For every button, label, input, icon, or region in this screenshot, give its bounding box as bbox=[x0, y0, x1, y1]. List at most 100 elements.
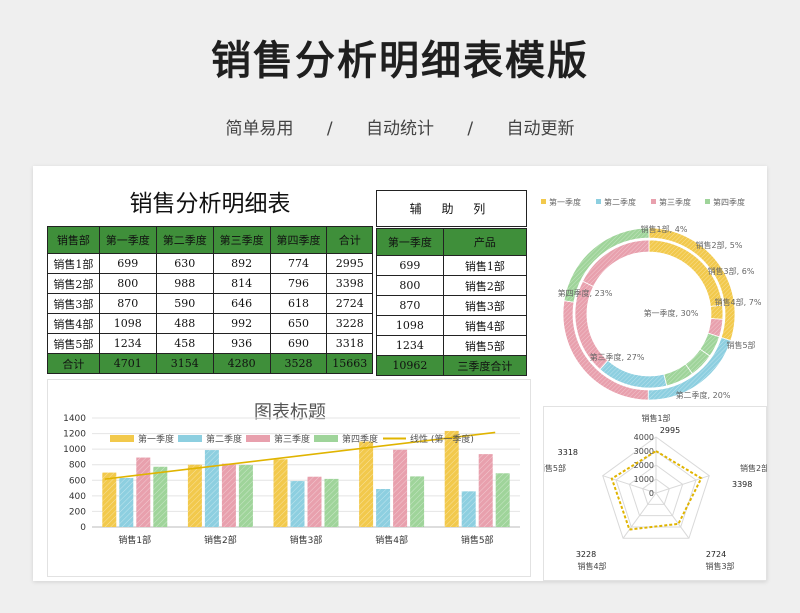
bar bbox=[153, 466, 168, 527]
table-cell: 销售5部 bbox=[442, 335, 528, 356]
hero-title: 销售分析明细表模版 bbox=[211, 38, 589, 84]
legend-swatch bbox=[246, 435, 270, 442]
table-cell: 618 bbox=[269, 293, 328, 314]
total-cell: 4701 bbox=[98, 353, 157, 374]
table-cell: 796 bbox=[269, 273, 328, 294]
doughnut-data-label: 销售3部, 6% bbox=[708, 266, 755, 276]
tag-separator: / bbox=[326, 119, 333, 139]
bar bbox=[290, 481, 305, 527]
table-cell: 892 bbox=[212, 253, 271, 274]
doughnut-data-label: 销售4部, 7% bbox=[715, 297, 762, 307]
doughnut-inner-slice bbox=[710, 304, 724, 320]
table-cell: 销售1部 bbox=[442, 255, 528, 276]
total-cell: 三季度合计 bbox=[442, 355, 528, 376]
radar-tick-label: 4000 bbox=[634, 433, 654, 442]
table-cell: 销售2部 bbox=[442, 275, 528, 296]
header-cell: 第三季度 bbox=[212, 226, 271, 254]
aux-header-cell: 第一季度 bbox=[376, 228, 444, 256]
tag-auto-stat: 自动统计 bbox=[366, 119, 434, 139]
bar-chart-title: 图表标题 bbox=[254, 402, 326, 423]
radar-category-label: 销售2部 bbox=[740, 463, 767, 473]
table-row: 销售4部 1098 488 992 650 3228 bbox=[47, 313, 373, 334]
doughnut-inner-slice bbox=[582, 239, 650, 288]
table-row: 销售5部 1234 458 936 690 3318 bbox=[47, 333, 373, 354]
radar-spoke bbox=[622, 492, 657, 539]
radar-value-label: 2724 bbox=[706, 550, 726, 559]
header-cell: 销售部 bbox=[47, 226, 100, 254]
legend-label: 第一季度 bbox=[138, 433, 174, 445]
aux-table: 辅 助 列 第一季度 产品 699 销售1部 800 销售2部 870 销售3部 1098 销… bbox=[376, 190, 528, 376]
total-cell: 15663 bbox=[326, 353, 373, 374]
bar bbox=[273, 459, 288, 527]
radar-series bbox=[610, 449, 703, 531]
doughnut-data-label: 销售5部 bbox=[726, 340, 755, 350]
radar-category-label: 销售3部 bbox=[705, 561, 734, 571]
total-row: 合计 4701 3154 4280 3528 15663 bbox=[47, 353, 373, 374]
table-cell: 800 bbox=[98, 273, 157, 294]
aux-row: 800 销售2部 bbox=[376, 275, 528, 296]
y-tick-label: 200 bbox=[69, 507, 86, 517]
doughnut-data-label: 第三季度, 27% bbox=[590, 352, 645, 362]
radar-value-label: 3398 bbox=[732, 480, 752, 489]
bar bbox=[324, 478, 339, 527]
header-cell: 第二季度 bbox=[155, 226, 214, 254]
legend-label: 第三季度 bbox=[274, 433, 310, 445]
radar-category-label: 销售4部 bbox=[577, 561, 606, 571]
bar bbox=[495, 473, 510, 527]
radar-value-label: 3318 bbox=[558, 448, 578, 457]
aux-row: 1098 销售4部 bbox=[376, 315, 528, 336]
total-row: 10962 三季度合计 bbox=[376, 355, 528, 376]
bar bbox=[136, 457, 151, 527]
table-cell: 销售3部 bbox=[47, 293, 100, 314]
header-cell: 第一季度 bbox=[98, 226, 157, 254]
table-cell: 3398 bbox=[326, 273, 373, 294]
table-cell: 销售2部 bbox=[47, 273, 100, 294]
doughnut-data-label: 销售2部, 5% bbox=[696, 240, 743, 250]
bar bbox=[204, 450, 219, 527]
header-cell: 第四季度 bbox=[269, 226, 328, 254]
radar-tick-label: 1000 bbox=[634, 475, 654, 484]
aux-title: 辅 助 列 bbox=[376, 190, 527, 227]
aux-header-cell: 产品 bbox=[442, 228, 528, 256]
table-cell: 销售3部 bbox=[442, 295, 528, 316]
legend-label: 第二季度 bbox=[604, 197, 636, 207]
aux-row: 870 销售3部 bbox=[376, 295, 528, 316]
table-row: 销售3部 870 590 646 618 2724 bbox=[47, 293, 373, 314]
bar bbox=[119, 477, 134, 527]
legend-swatch bbox=[110, 435, 134, 442]
total-cell: 3154 bbox=[155, 353, 214, 374]
y-tick-label: 800 bbox=[69, 461, 86, 471]
bar bbox=[359, 441, 374, 527]
radar-chart-panel: 0 1000 2000 3000 4000 销售1部 2995 销售2部 3398 销售3部 272… bbox=[537, 406, 767, 581]
table-cell: 销售1部 bbox=[47, 253, 100, 274]
legend-swatch bbox=[178, 435, 202, 442]
bar bbox=[187, 464, 202, 527]
table-cell: 936 bbox=[212, 333, 271, 354]
x-tick-label: 销售3部 bbox=[290, 534, 323, 546]
bar bbox=[221, 463, 236, 527]
aux-row: 1234 销售5部 bbox=[376, 335, 528, 356]
aux-row: 699 销售1部 bbox=[376, 255, 528, 276]
table-cell: 458 bbox=[155, 333, 214, 354]
table-cell: 699 bbox=[98, 253, 157, 274]
table-cell: 870 bbox=[98, 293, 157, 314]
table-cell: 3318 bbox=[326, 333, 373, 354]
bar bbox=[444, 430, 459, 527]
legend-label: 第三季度 bbox=[659, 197, 691, 207]
y-tick-label: 1000 bbox=[63, 445, 86, 455]
doughnut-data-label: 销售1部, 4% bbox=[641, 224, 688, 234]
bar-chart-panel: 图表标题 0 200 400 600 800 1000 1200 1400 销售1部 销售2部 销售3… bbox=[47, 379, 531, 577]
table-cell: 690 bbox=[269, 333, 328, 354]
radar-category-label: 销售1部 bbox=[641, 413, 670, 423]
table-cell: 1234 bbox=[376, 335, 444, 356]
table-row: 销售1部 699 630 892 774 2995 bbox=[47, 253, 373, 274]
doughnut-data-label: 第一季度, 30% bbox=[644, 308, 699, 318]
table-header-row: 销售部 第一季度 第二季度 第三季度 第四季度 合计 bbox=[47, 226, 373, 254]
x-tick-label: 销售4部 bbox=[375, 534, 408, 546]
bar bbox=[461, 491, 476, 527]
tag-auto-update: 自动更新 bbox=[506, 119, 575, 139]
radar-grid bbox=[628, 464, 684, 517]
trendline bbox=[104, 431, 496, 480]
total-cell: 4280 bbox=[212, 353, 271, 374]
